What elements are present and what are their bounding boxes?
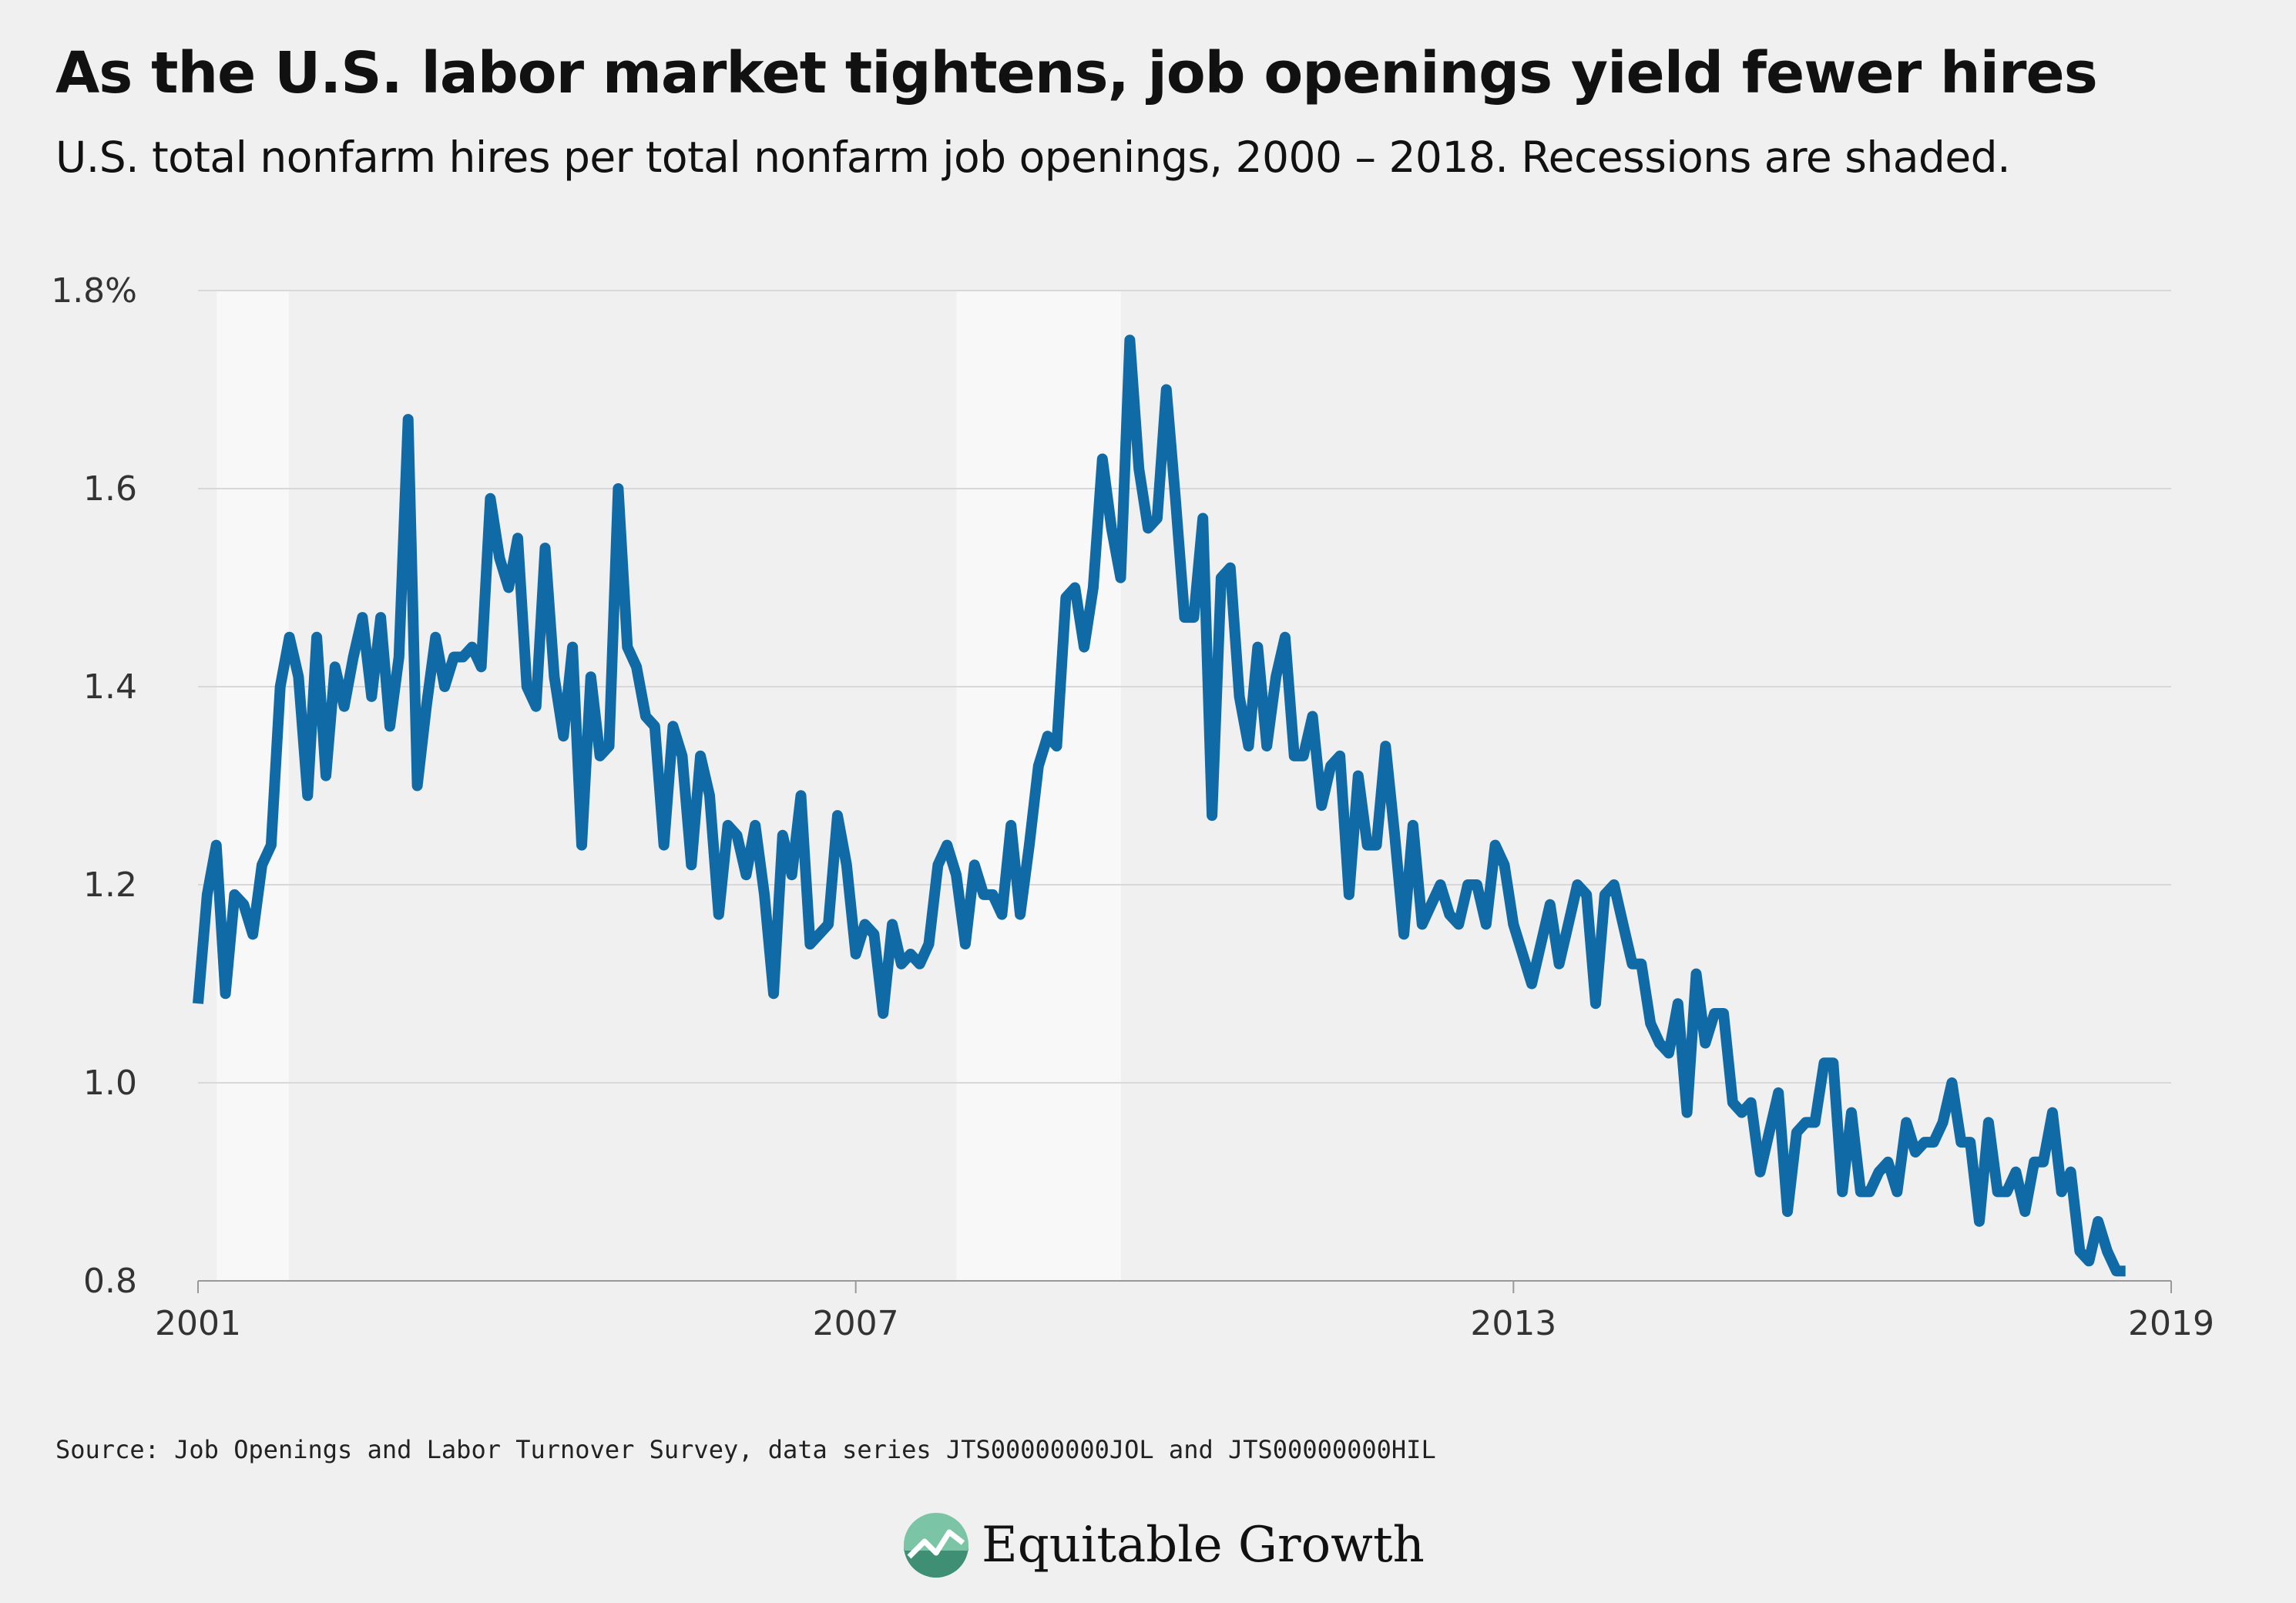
y-tick-label: 1.4 <box>83 667 137 707</box>
chart: 1.8% 1.6 1.4 1.2 1.0 0.8 2001 2007 2013 2019 <box>51 271 2214 1343</box>
brand-logo: Equitable Growth <box>901 1511 1425 1580</box>
y-tick-label: 1.6 <box>83 469 137 509</box>
gridlines <box>198 290 2171 1282</box>
brand-name: Equitable Growth <box>982 1517 1425 1574</box>
growth-chart-logo-icon <box>904 1513 968 1578</box>
y-tick-label: 1.2 <box>83 865 137 905</box>
x-tick-label: 2019 <box>2128 1304 2214 1343</box>
chart-title: As the U.S. labor market tightens, job o… <box>55 40 2098 106</box>
y-tick-label: 1.0 <box>83 1064 137 1103</box>
y-axis-ticks: 1.8% 1.6 1.4 1.2 1.0 0.8 <box>51 271 137 1301</box>
source-note: Source: Job Openings and Labor Turnover … <box>55 1435 1436 1464</box>
series-line <box>193 334 2126 1277</box>
x-tick-label: 2001 <box>155 1304 241 1343</box>
chart-subtitle: U.S. total nonfarm hires per total nonfa… <box>55 133 2011 182</box>
x-axis-ticks: 2001 2007 2013 2019 <box>155 1281 2214 1343</box>
x-tick-label: 2013 <box>1470 1304 1556 1343</box>
y-tick-label: 1.8% <box>51 271 137 311</box>
x-tick-label: 2007 <box>813 1304 899 1343</box>
y-tick-label: 0.8 <box>83 1262 137 1301</box>
